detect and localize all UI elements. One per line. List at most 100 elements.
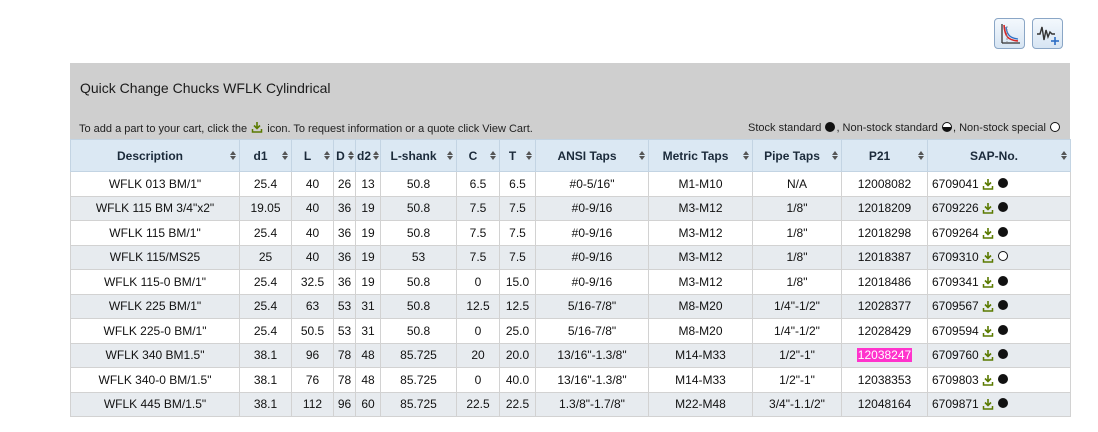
table-row: WFLK 445 BM/1.5" 38.1 112 96 60 85.725 22.5 22.… xyxy=(70,391,1071,417)
cell-description: WFLK 225 BM/1" xyxy=(70,293,240,319)
col-header-description[interactable]: Description xyxy=(70,139,240,172)
col-header-d2[interactable]: d2 xyxy=(355,139,381,172)
cell-d2: 19 xyxy=(355,195,381,221)
sap-number: 6709226 xyxy=(932,201,979,216)
cell-description: WFLK 340 BM1.5" xyxy=(70,342,240,368)
cell-description: WFLK 115 BM 3/4"x2" xyxy=(70,195,240,221)
add-to-cart-icon[interactable] xyxy=(982,251,994,263)
cell-d2: 19 xyxy=(355,269,381,295)
chart-curve-button[interactable] xyxy=(994,18,1025,49)
cell-c: 22.5 xyxy=(456,391,500,417)
waveform-add-button[interactable] xyxy=(1032,18,1063,49)
col-header-metric-taps[interactable]: Metric Taps xyxy=(648,139,753,172)
table-row: WFLK 115 BM 3/4"x2" 19.05 40 36 19 50.8 7.5 7.5… xyxy=(70,195,1071,221)
sort-icon xyxy=(639,151,645,160)
cell-t: 6.5 xyxy=(499,171,536,197)
sap-actions xyxy=(982,251,1008,263)
cell-sap-no: 6709871 xyxy=(927,391,1071,417)
table-row: WFLK 225 BM/1" 25.4 63 53 31 50.8 12.5 12.5 5/16… xyxy=(70,293,1071,319)
add-to-cart-icon[interactable] xyxy=(982,398,994,410)
cell-d1: 25.4 xyxy=(239,318,292,344)
sap-actions xyxy=(982,300,1008,312)
col-header-ansi-taps[interactable]: ANSI Taps xyxy=(535,139,649,172)
nonstock-standard-icon xyxy=(942,122,952,132)
legend-nonstock-standard: , Non-stock standard xyxy=(836,122,938,134)
cart-text-before: To add a part to your cart, click the xyxy=(79,123,248,135)
cell-d: 36 xyxy=(333,244,356,270)
nonstock-special-icon xyxy=(1050,122,1060,132)
cell-t: 7.5 xyxy=(499,195,536,221)
cell-c: 0 xyxy=(456,269,500,295)
add-to-cart-icon[interactable] xyxy=(982,202,994,214)
cell-l-shank: 85.725 xyxy=(380,342,457,368)
cell-l-shank: 50.8 xyxy=(380,293,457,319)
sap-number: 6709310 xyxy=(932,250,979,265)
cell-p21: 12008082 xyxy=(841,171,928,197)
cell-p21: 12028377 xyxy=(841,293,928,319)
cell-l-shank: 53 xyxy=(380,244,457,270)
sap-actions xyxy=(982,398,1008,410)
col-header-t[interactable]: T xyxy=(499,139,536,172)
col-header-pipe-taps[interactable]: Pipe Taps xyxy=(752,139,842,172)
cell-metric-taps: M1-M10 xyxy=(648,171,753,197)
cell-t: 40.0 xyxy=(499,367,536,393)
cell-pipe-taps: 3/4"-1.1/2" xyxy=(752,391,842,417)
col-header-d1[interactable]: d1 xyxy=(239,139,292,172)
add-to-cart-icon[interactable] xyxy=(982,276,994,288)
waveform-add-icon xyxy=(1036,26,1059,45)
sap-actions xyxy=(982,349,1008,361)
col-header-sap-no[interactable]: SAP-No. xyxy=(927,139,1071,172)
cell-d: 96 xyxy=(333,391,356,417)
top-toolbar xyxy=(994,18,1063,49)
col-header-l[interactable]: L xyxy=(291,139,334,172)
sort-icon xyxy=(447,151,453,160)
cell-d2: 13 xyxy=(355,171,381,197)
sort-icon xyxy=(230,151,236,160)
sap-number: 6709594 xyxy=(932,323,979,338)
cell-l: 112 xyxy=(291,391,334,417)
add-to-cart-icon[interactable] xyxy=(982,300,994,312)
sort-icon xyxy=(282,151,288,160)
cell-d2: 19 xyxy=(355,220,381,246)
cell-pipe-taps: 1/8" xyxy=(752,244,842,270)
cell-description: WFLK 115-0 BM/1" xyxy=(70,269,240,295)
legend-nonstock-special: , Non-stock special xyxy=(953,122,1046,134)
sort-icon xyxy=(348,151,354,160)
cell-sap-no: 6709803 xyxy=(927,367,1071,393)
cell-l: 50.5 xyxy=(291,318,334,344)
add-to-cart-icon[interactable] xyxy=(982,374,994,386)
cell-l-shank: 50.8 xyxy=(380,171,457,197)
cell-p21: 12018486 xyxy=(841,269,928,295)
add-to-cart-icon[interactable] xyxy=(982,325,994,337)
stock-standard-icon xyxy=(997,177,1008,188)
table-header-row: Description d1 L D d2 L-shank C T ANSI T… xyxy=(70,139,1071,172)
col-header-d[interactable]: D xyxy=(333,139,356,172)
col-header-p21[interactable]: P21 xyxy=(841,139,928,172)
stock-standard-icon xyxy=(997,275,1008,286)
cell-d: 36 xyxy=(333,269,356,295)
stock-standard-icon xyxy=(997,349,1008,360)
add-to-cart-icon[interactable] xyxy=(982,227,994,239)
cell-c: 12.5 xyxy=(456,293,500,319)
cell-l: 63 xyxy=(291,293,334,319)
cell-ansi-taps: #0-9/16 xyxy=(535,195,649,221)
table-row: WFLK 013 BM/1" 25.4 40 26 13 50.8 6.5 6.5 #0-5/1… xyxy=(70,171,1071,197)
cell-d2: 31 xyxy=(355,318,381,344)
add-to-cart-icon[interactable] xyxy=(982,178,994,190)
sort-icon xyxy=(1061,151,1067,160)
cell-c: 7.5 xyxy=(456,220,500,246)
sap-actions xyxy=(982,226,1008,239)
cart-instructions: To add a part to your cart, click the ic… xyxy=(79,121,533,135)
cell-ansi-taps: #0-9/16 xyxy=(535,244,649,270)
sap-actions xyxy=(982,373,1008,386)
col-header-c[interactable]: C xyxy=(456,139,500,172)
cell-d1: 25 xyxy=(239,244,292,270)
cell-pipe-taps: 1/8" xyxy=(752,220,842,246)
add-to-cart-icon[interactable] xyxy=(982,349,994,361)
cell-sap-no: 6709264 xyxy=(927,220,1071,246)
col-header-l-shank[interactable]: L-shank xyxy=(380,139,457,172)
sap-number: 6709567 xyxy=(932,299,979,314)
cell-p21: 12018387 xyxy=(841,244,928,270)
cell-d: 36 xyxy=(333,195,356,221)
cell-p21: 12018298 xyxy=(841,220,928,246)
